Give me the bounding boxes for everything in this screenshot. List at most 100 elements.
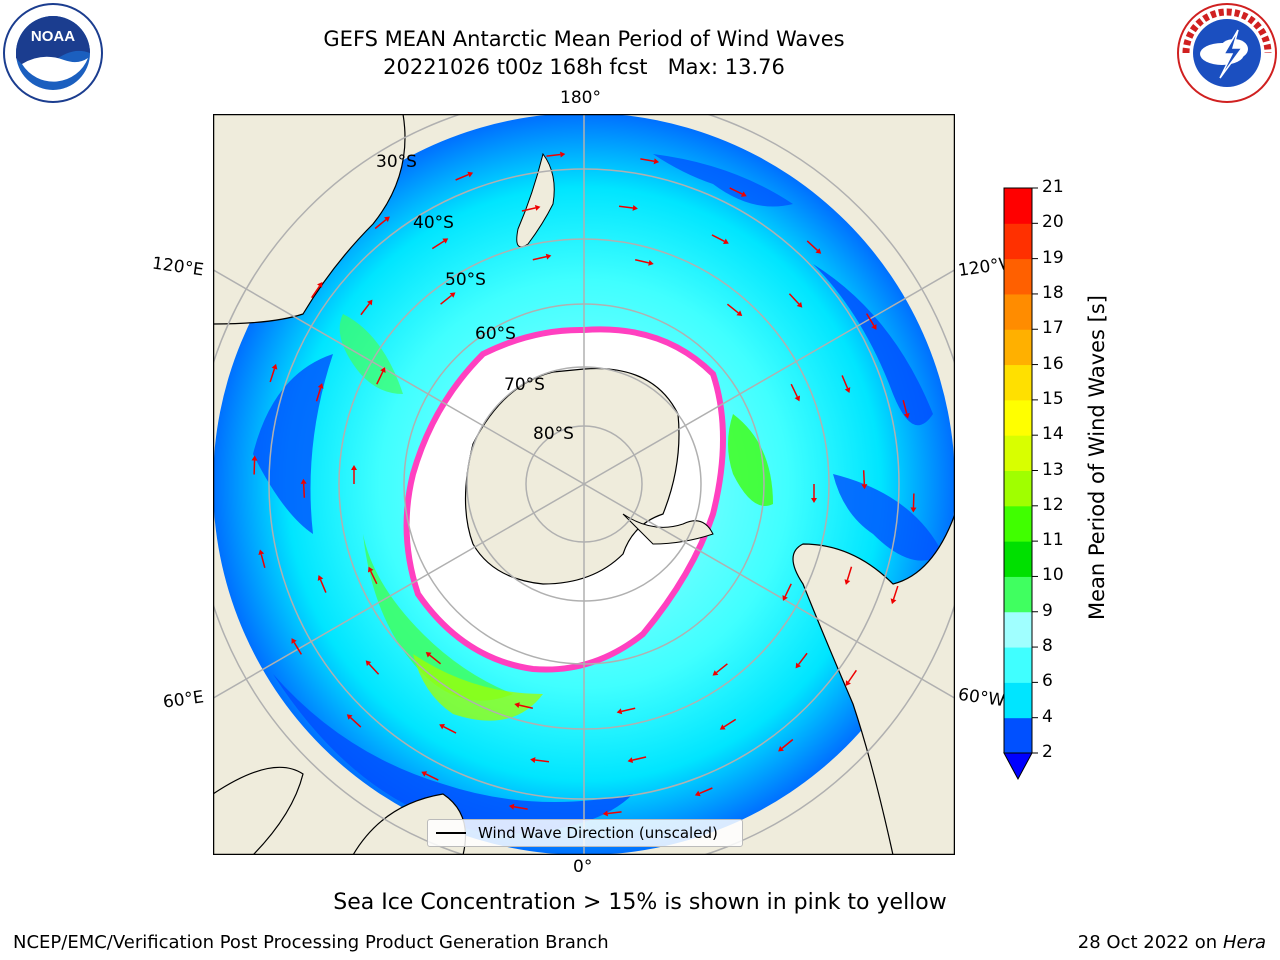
wind-wave-arrowhead <box>795 662 801 669</box>
lat-label-70s: 70°S <box>504 375 545 395</box>
wind-wave-arrow <box>532 255 547 261</box>
wind-wave-arrow <box>781 738 794 749</box>
wind-wave-arrow <box>841 375 849 389</box>
wind-wave-arrows <box>251 151 917 817</box>
wind-wave-arrowhead <box>367 299 373 306</box>
colorbar-tick-label: 21 <box>1042 177 1064 197</box>
wind-wave-arrowhead <box>545 253 552 260</box>
lat-label-30s: 30°S <box>376 152 417 172</box>
wind-wave-arrow <box>513 806 528 810</box>
wind-wave-arrowhead <box>782 595 788 601</box>
wind-wave-arrow <box>534 759 550 763</box>
wind-wave-arrow <box>260 554 266 569</box>
colorbar-tick-label: 20 <box>1042 212 1064 233</box>
wind-wave-arrowhead <box>365 660 372 667</box>
wind-wave-arrowhead <box>844 387 851 393</box>
lon-label-180: 180° <box>560 88 601 108</box>
wind-wave-arrow <box>440 294 453 305</box>
colorbar-segment <box>1004 576 1032 613</box>
wind-wave-arrow <box>376 371 384 385</box>
south-america-landmass <box>792 513 955 855</box>
antarctic-peninsula <box>622 513 714 545</box>
low-period-band <box>813 264 933 426</box>
wind-wave-arrow <box>302 483 306 498</box>
lon-label-60w: 60°W <box>956 684 1007 712</box>
colorbar-extend-triangle <box>1003 752 1033 781</box>
colorbar-tick-label: 19 <box>1042 247 1064 268</box>
wind-wave-arrow <box>368 663 380 675</box>
wind-wave-arrow <box>699 787 713 795</box>
wind-wave-arrowhead <box>251 455 258 461</box>
colorbar-segment <box>1004 717 1032 754</box>
wind-wave-arrowhead <box>421 771 428 777</box>
wind-wave-arrow <box>370 570 378 585</box>
wind-wave-arrowhead <box>442 238 449 244</box>
map-legend: Wind Wave Direction (unscaled) <box>427 819 743 847</box>
colorbar-tick-label: 4 <box>1042 706 1053 727</box>
map-frame <box>213 114 955 855</box>
colorbar-tick-label: 18 <box>1042 282 1064 303</box>
wind-wave-arrowhead <box>736 310 743 317</box>
lon-label-120e: 120°E <box>150 253 205 281</box>
wind-wave-arrowhead <box>796 301 803 308</box>
wind-wave-arrowhead <box>317 383 324 389</box>
wind-wave-arrowhead <box>367 566 374 573</box>
wind-wave-arrow <box>723 718 737 728</box>
wind-wave-arrowhead <box>346 714 353 720</box>
lat-label-80s: 80°S <box>533 424 574 444</box>
wind-wave-arrow <box>319 579 327 593</box>
wind-wave-arrowhead <box>910 507 917 513</box>
wind-wave-arrow <box>862 470 866 485</box>
wind-wave-arrow <box>621 707 636 713</box>
wind-wave-arrowhead <box>317 281 323 288</box>
antarctica-landmass <box>464 367 680 585</box>
wind-wave-arrowhead <box>425 651 432 658</box>
wind-wave-arrow <box>640 158 655 162</box>
colorbar-tick-label: 11 <box>1042 530 1064 551</box>
lat-label-60s: 60°S <box>475 324 516 344</box>
colorbar: 2 4 6 8 9 10 11 12 13 14 15 16 17 18 19 20 21 <box>1000 177 1130 786</box>
noaa-logo: NOAA <box>2 2 104 104</box>
wind-wave-arrow <box>546 153 561 157</box>
wind-wave-arrow <box>349 717 362 728</box>
footer-date: 28 Oct 2022 on Hera <box>1078 932 1266 953</box>
nws-logo <box>1176 2 1278 104</box>
wind-wave-arrowhead <box>602 810 608 817</box>
wind-wave-arrow <box>607 811 622 815</box>
wind-wave-arrow <box>521 207 536 212</box>
wind-wave-arrowhead <box>694 790 701 797</box>
footer-date-text: 28 Oct 2022 on <box>1077 932 1223 953</box>
colorbar-segment <box>1004 611 1032 648</box>
colorbar-tick-label: 12 <box>1042 494 1064 515</box>
wind-wave-arrowhead <box>632 204 638 211</box>
wind-wave-arrow <box>431 240 445 250</box>
wind-wave-arrowhead <box>794 395 801 402</box>
high-period-region <box>413 654 543 721</box>
wind-wave-arrow <box>455 173 469 181</box>
wind-wave-arrowhead <box>291 638 297 644</box>
wind-wave-arrow <box>425 773 439 781</box>
colorbar-tick-label: 2 <box>1042 742 1053 762</box>
colorbar-tick-label: 6 <box>1042 671 1053 692</box>
wind-wave-arrowhead <box>439 723 445 730</box>
wind-wave-arrowhead <box>811 498 817 503</box>
wind-wave-arrow <box>729 187 743 195</box>
lon-label-0: 0° <box>573 857 593 877</box>
colorbar-segment <box>1004 364 1032 401</box>
colorbar-segment <box>1004 505 1032 542</box>
lon-label-60e: 60°E <box>161 687 206 713</box>
wind-wave-arrowhead <box>271 363 278 370</box>
low-period-band <box>833 474 943 561</box>
longitude-gridlines <box>213 114 955 855</box>
wind-wave-arrow <box>784 583 792 597</box>
wind-wave-arrow <box>315 387 322 402</box>
wind-wave-arrowhead <box>648 259 654 266</box>
wind-wave-arrowhead <box>449 292 456 298</box>
footer-organization: NCEP/EMC/Verification Post Processing Pr… <box>13 932 609 953</box>
wind-wave-arrowhead <box>778 746 784 752</box>
wind-wave-arrow <box>726 303 739 314</box>
chart-title: GEFS MEAN Antarctic Mean Period of Wind … <box>323 27 845 51</box>
wind-wave-arrowhead <box>534 204 541 211</box>
wind-wave-arrow <box>846 566 853 581</box>
colorbar-tick-label: 10 <box>1042 565 1064 586</box>
